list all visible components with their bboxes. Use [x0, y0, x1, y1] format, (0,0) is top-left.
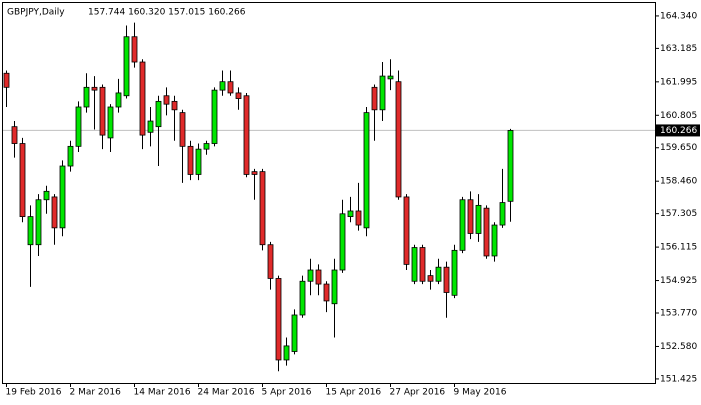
candle-body	[99, 86, 106, 136]
candle-body	[403, 196, 410, 265]
candle-body	[11, 126, 18, 144]
x-tick-label: 15 Apr 2016	[326, 388, 382, 398]
candle-body	[91, 86, 98, 91]
x-tick-label: 27 Apr 2016	[390, 388, 446, 398]
candle-body	[355, 210, 362, 226]
candle-body	[139, 61, 146, 136]
candle-body	[51, 196, 58, 229]
candle-body	[387, 75, 394, 80]
y-tick-label: 159.650	[660, 143, 697, 153]
candle-body	[19, 143, 26, 218]
candle-body	[43, 190, 50, 201]
candle-body	[483, 207, 490, 257]
y-tick-label: 160.805	[660, 111, 697, 121]
candle-body	[427, 275, 434, 282]
candle-body	[211, 89, 218, 144]
y-tick-label: 158.460	[660, 177, 697, 187]
candle-body	[507, 130, 514, 202]
x-tick-label: 9 May 2016	[454, 388, 507, 398]
candle-body	[379, 75, 386, 111]
candle-body	[131, 36, 138, 63]
x-tick-label: 5 Apr 2016	[262, 388, 312, 398]
y-tick-label: 153.770	[660, 309, 697, 319]
x-tick-label: 2 Mar 2016	[70, 388, 122, 398]
candle-body	[459, 199, 466, 251]
candle-body	[27, 216, 34, 246]
x-tick-label: 24 Mar 2016	[198, 388, 255, 398]
candle-body	[435, 266, 442, 282]
price-label-box	[656, 124, 700, 137]
candle-body	[243, 95, 250, 175]
candle-body	[147, 120, 154, 133]
candle-body	[155, 100, 162, 128]
y-tick-label: 157.305	[660, 209, 697, 219]
candle-body	[267, 244, 274, 279]
candle-body	[259, 171, 266, 246]
candle-body	[371, 86, 378, 111]
candle-body	[347, 210, 354, 218]
candle-body	[283, 345, 290, 361]
candle-body	[451, 249, 458, 296]
candle-body	[187, 145, 194, 175]
candle-body	[331, 269, 338, 305]
candle-body	[203, 143, 210, 150]
candle-body	[75, 106, 82, 147]
candle-body	[235, 92, 242, 99]
candle-body	[323, 283, 330, 302]
y-tick-label: 164.340	[660, 11, 697, 21]
x-tick-label: 14 Mar 2016	[134, 388, 191, 398]
candle-body	[491, 224, 498, 257]
quote: 157.744 160.320 157.015 160.266	[88, 8, 246, 18]
candle-body	[123, 36, 130, 97]
candle-body	[475, 204, 482, 234]
candle-body	[411, 247, 418, 282]
candle-body	[299, 280, 306, 316]
candle-body	[419, 247, 426, 282]
candle-body	[275, 278, 282, 361]
candle-body	[315, 269, 322, 285]
candle-body	[499, 202, 506, 226]
y-tick-label: 161.995	[660, 77, 697, 87]
candle-body	[307, 269, 314, 282]
candle-body	[163, 95, 170, 105]
chart-title: GBPJPY,Daily	[7, 8, 65, 18]
y-tick-label: 156.115	[660, 243, 697, 253]
candle-body	[115, 92, 122, 108]
candle-body	[67, 145, 74, 167]
candle-body	[35, 199, 42, 246]
candle-body	[219, 81, 226, 91]
candle-body	[395, 81, 402, 198]
candle-body	[171, 100, 178, 111]
candle-body	[467, 199, 474, 234]
candle-body	[251, 171, 258, 175]
x-tick-label: 19 Feb 2016	[6, 388, 62, 398]
candle-body	[291, 314, 298, 352]
y-tick-label: 154.925	[660, 276, 697, 286]
candle-body	[363, 112, 370, 229]
y-tick-label: 152.580	[660, 342, 697, 352]
candle-body	[179, 112, 186, 147]
candle-body	[107, 106, 114, 139]
candle-body	[3, 72, 10, 88]
candle-body	[339, 213, 346, 271]
y-tick-label: 163.185	[660, 44, 697, 54]
candle-body	[227, 81, 234, 94]
y-tick-label: 151.425	[660, 374, 697, 384]
candle-body	[443, 266, 450, 293]
candle-body	[59, 165, 66, 229]
candle-body	[83, 86, 90, 108]
candle-body	[195, 148, 202, 175]
plot-frame	[2, 2, 656, 384]
price-label: 160.266	[660, 126, 697, 136]
